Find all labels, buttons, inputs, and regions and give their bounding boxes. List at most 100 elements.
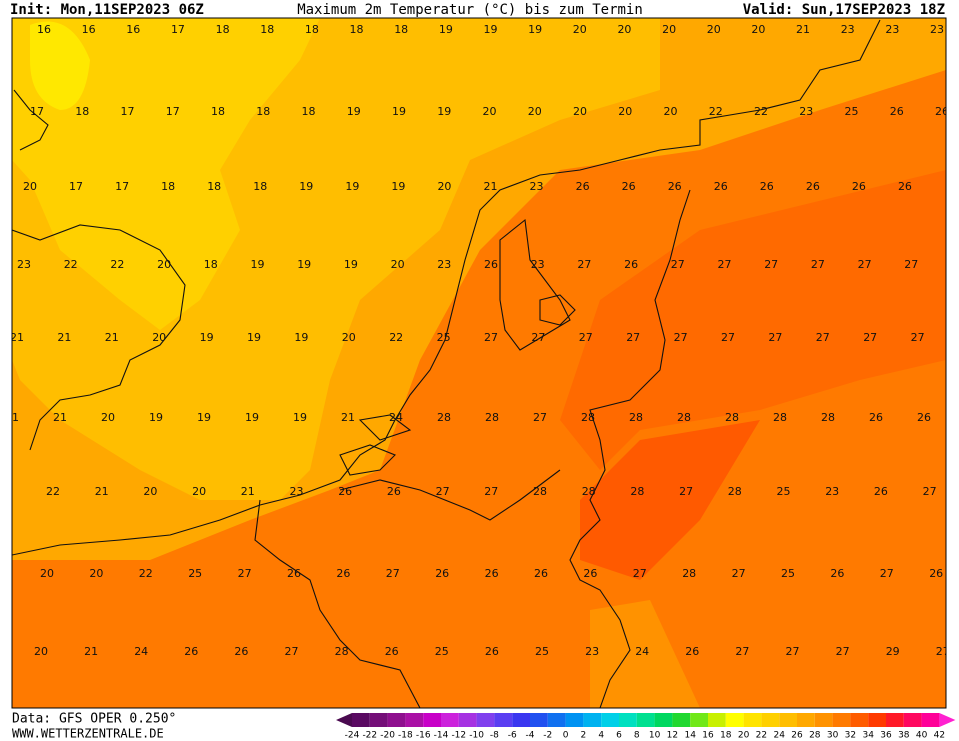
temperature-value: 17 <box>171 23 185 36</box>
legend-label: -6 <box>508 731 517 741</box>
temperature-value: 26 <box>234 645 248 658</box>
temperature-value: 26 <box>852 180 866 193</box>
temperature-value: 26 <box>485 567 499 580</box>
legend-label: 28 <box>809 731 821 741</box>
temperature-value: 25 <box>437 331 451 344</box>
legend-swatch <box>725 713 744 727</box>
temperature-value: 26 <box>622 180 636 193</box>
temperature-value: 19 <box>437 105 451 118</box>
temperature-value: 26 <box>534 567 548 580</box>
temperature-value: 25 <box>435 645 449 658</box>
temperature-value: 23 <box>825 485 839 498</box>
temp-zone <box>590 600 700 708</box>
temperature-value: 28 <box>725 411 739 424</box>
map: 16 16 16 17 18 18 18 18 18 19 19 19 20 20 20 20 20 21 23 23… <box>10 18 946 708</box>
temperature-value: 17 <box>30 105 44 118</box>
temperature-value: 26 <box>484 258 498 271</box>
temperature-value: 27 <box>732 567 746 580</box>
legend-label: -14 <box>434 731 449 741</box>
temperature-value: 28 <box>582 485 596 498</box>
legend-swatch <box>512 713 530 727</box>
temperature-value: 23 <box>841 23 855 36</box>
map-frame <box>11 17 947 709</box>
valid-time: Valid: Sun,17SEP2023 18Z <box>743 2 945 18</box>
temperature-value: 19 <box>149 411 163 424</box>
legend-swatch <box>708 713 726 727</box>
legend-label: -4 <box>526 731 535 741</box>
temperature-value: 18 <box>302 105 316 118</box>
temp-zone <box>30 21 90 111</box>
temperature-value: 23 <box>930 23 944 36</box>
temp-zone <box>12 18 320 330</box>
temperature-value: 22 <box>754 105 768 118</box>
legend-label: 16 <box>702 731 714 741</box>
temperature-value: 26 <box>338 485 352 498</box>
temperature-value: 20 <box>664 105 678 118</box>
temperature-value: 21 <box>10 331 24 344</box>
temperature-value: 19 <box>439 23 453 36</box>
border <box>254 469 561 708</box>
temperature-value: 17 <box>166 105 180 118</box>
temperature-value: 19 <box>484 23 498 36</box>
temperature-value: 18 <box>256 105 270 118</box>
temperature-value: 27 <box>671 258 685 271</box>
temperature-value: 28 <box>629 411 643 424</box>
legend-label: 8 <box>634 731 640 741</box>
temperature-value: 26 <box>890 105 904 118</box>
legend-swatch <box>921 713 940 727</box>
temperature-value: 26 <box>385 645 399 658</box>
temperature-value: 27 <box>436 485 450 498</box>
temperature-value: 23 <box>885 23 899 36</box>
temperature-value: 25 <box>535 645 549 658</box>
temperature-value: 20 <box>528 105 542 118</box>
legend-swatch <box>352 713 370 727</box>
temperature-value: 27 <box>904 258 918 271</box>
temperature-value: 26 <box>583 567 597 580</box>
legend-label: -10 <box>469 731 484 741</box>
legend-label: -2 <box>543 731 552 741</box>
border <box>569 189 691 708</box>
legend-swatch <box>868 713 886 727</box>
legend-label: -16 <box>416 731 431 741</box>
temperature-value: 26 <box>387 485 401 498</box>
temperature-value: 18 <box>75 105 89 118</box>
temperature-value: 27 <box>679 485 693 498</box>
temperature-value: 27 <box>858 258 872 271</box>
temperature-value: 27 <box>768 331 782 344</box>
temperature-value: 23 <box>799 105 813 118</box>
temperature-value: 19 <box>299 180 313 193</box>
temperature-value: 20 <box>618 105 632 118</box>
legend-swatch <box>387 713 406 727</box>
temperature-value: 20 <box>101 411 115 424</box>
legend-label: 4 <box>598 731 604 741</box>
temperature-value: 19 <box>200 331 214 344</box>
temperature-value: 27 <box>577 258 591 271</box>
legend-label: 32 <box>845 731 856 741</box>
legend-swatch <box>903 713 922 727</box>
temperature-value: 21 <box>57 331 71 344</box>
temperature-value: 16 <box>82 23 96 36</box>
temperature-value: 26 <box>624 258 638 271</box>
temperature-value: 27 <box>484 331 498 344</box>
temperature-value: 23 <box>530 180 544 193</box>
temperature-value: 19 <box>294 331 308 344</box>
temperature-value: 21 <box>84 645 98 658</box>
temperature-value: 18 <box>211 105 225 118</box>
temperature-value: 20 <box>342 331 356 344</box>
temperature-value: 27 <box>811 258 825 271</box>
temperature-value: 18 <box>161 180 175 193</box>
temperature-value: 23 <box>531 258 545 271</box>
legend-swatch <box>565 713 584 727</box>
temperature-value: 28 <box>677 411 691 424</box>
legend-swatch <box>814 713 833 727</box>
legend-swatch <box>619 713 637 727</box>
temperature-value: 27 <box>816 331 830 344</box>
temperature-value: 25 <box>781 567 795 580</box>
temperature-value: 23 <box>585 645 599 658</box>
legend-swatch <box>886 713 904 727</box>
legend-label: 10 <box>649 731 661 741</box>
legend-swatch <box>690 713 708 727</box>
temperature-value: 28 <box>773 411 787 424</box>
temperature-value: 19 <box>251 258 265 271</box>
temperature-value: 21 <box>484 180 498 193</box>
